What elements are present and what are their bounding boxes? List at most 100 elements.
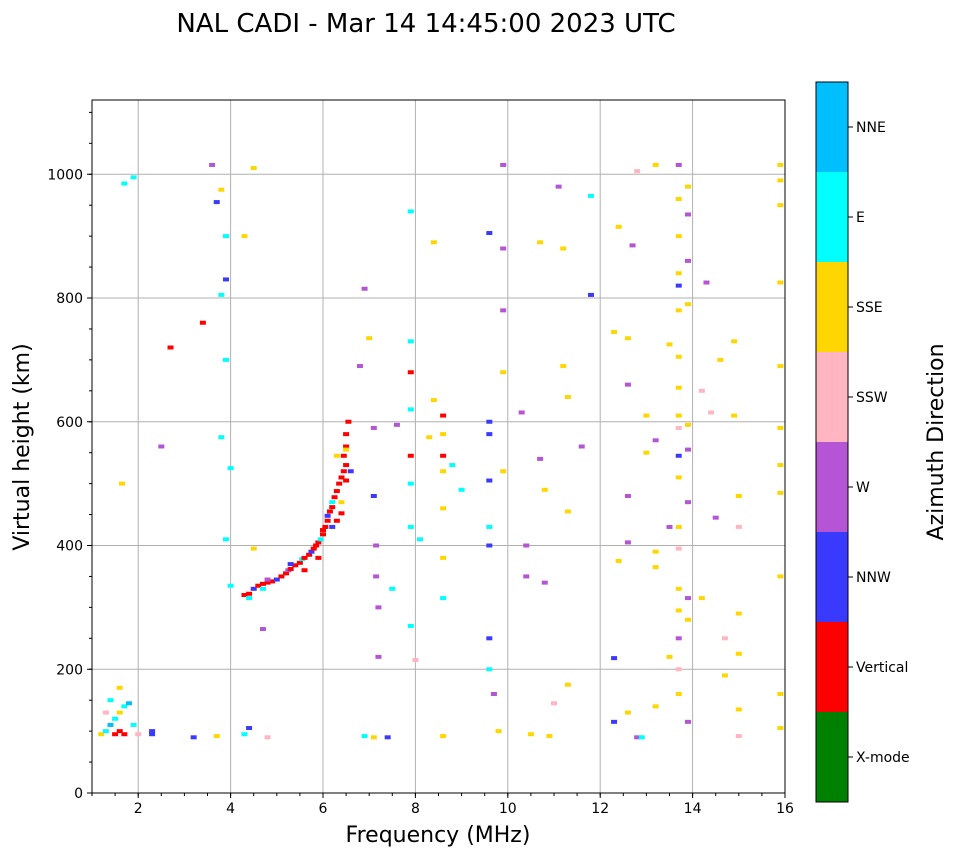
data-point-w <box>500 308 507 313</box>
data-point-nnw <box>486 419 493 424</box>
data-point-nne <box>125 701 132 706</box>
data-point-nnw <box>486 231 493 236</box>
data-point-vertical <box>340 469 347 474</box>
data-point-ssw <box>102 710 109 715</box>
data-point-e <box>407 339 414 344</box>
data-point-nnw <box>486 543 493 548</box>
data-point-ssw <box>135 732 142 737</box>
data-point-sse <box>611 330 618 335</box>
data-point-e <box>222 234 229 239</box>
data-point-nnw <box>287 562 294 567</box>
data-point-sse <box>333 453 340 458</box>
data-point-sse <box>675 197 682 201</box>
data-point-w <box>209 162 216 167</box>
data-point-sse <box>777 364 784 369</box>
data-point-vertical <box>336 481 343 486</box>
data-point-e <box>121 181 128 186</box>
data-point-w <box>523 574 530 579</box>
data-point-sse <box>624 336 631 341</box>
colorbar: X-mode Vertical NNW W SSW SSE E NNE <box>815 81 910 803</box>
data-point-nnw <box>250 586 257 591</box>
data-point-sse <box>430 240 437 245</box>
data-point-sse <box>652 549 659 554</box>
data-point-vertical <box>301 568 308 573</box>
x-tick-label: 14 <box>684 801 702 817</box>
colorbar-tick-label: W <box>856 480 870 496</box>
data-point-nnw <box>273 577 280 582</box>
data-point-vertical <box>440 453 447 458</box>
data-point-vertical <box>324 518 331 523</box>
data-point-e <box>259 586 266 591</box>
data-point-nne <box>107 722 114 727</box>
data-point-nnw <box>347 469 354 474</box>
data-point-sse <box>564 395 571 399</box>
data-point-e <box>449 463 456 468</box>
data-point-vertical <box>292 563 299 568</box>
data-point-sse <box>731 413 738 418</box>
data-point-sse <box>698 596 705 601</box>
data-point-e <box>107 698 114 703</box>
x-tick-label: 6 <box>319 801 328 817</box>
data-point-e <box>121 704 128 709</box>
data-point-sse <box>666 342 673 347</box>
data-point-vertical <box>241 593 248 597</box>
data-point-w <box>259 627 266 632</box>
data-point-e <box>587 193 594 198</box>
data-point-vertical <box>301 555 308 560</box>
data-point-w <box>361 286 368 291</box>
data-point-vertical <box>333 518 340 523</box>
colorbar-frame <box>815 81 849 803</box>
data-point-sse <box>675 413 682 418</box>
data-point-sse <box>731 339 738 344</box>
data-point-sse <box>500 469 507 474</box>
data-point-sse <box>527 732 534 737</box>
data-point-w <box>684 447 691 452</box>
data-point-w <box>624 382 631 387</box>
data-point-e <box>130 722 137 727</box>
data-point-sse <box>615 224 622 229</box>
data-point-vertical <box>407 453 414 458</box>
data-point-nnw <box>486 432 493 437</box>
data-point-sse <box>675 308 682 313</box>
data-point-w <box>684 212 691 217</box>
data-point-sse <box>684 184 691 189</box>
data-point-e <box>407 623 414 628</box>
data-point-ssw <box>412 657 419 662</box>
data-point-e <box>222 537 229 542</box>
colorbar-segment <box>816 442 848 532</box>
data-point-vertical <box>310 546 317 551</box>
data-point-e <box>227 583 234 588</box>
data-point-w <box>703 280 710 285</box>
data-point-vertical <box>343 432 350 437</box>
data-point-e <box>440 596 447 601</box>
x-tick-label: 2 <box>134 801 143 817</box>
data-point-w <box>490 692 497 696</box>
data-point-w <box>634 735 641 740</box>
data-point-sse <box>440 506 447 511</box>
data-point-vertical <box>338 511 345 516</box>
x-tick-label: 16 <box>776 801 794 817</box>
data-point-sse <box>717 357 724 362</box>
data-point-sse <box>675 475 682 480</box>
data-point-sse <box>643 413 650 418</box>
data-point-e <box>130 175 137 180</box>
data-point-nnw <box>329 524 336 529</box>
data-point-nnw <box>611 656 618 661</box>
data-point-sse <box>338 500 345 505</box>
x-axis-ticks: 2 4 6 8 10 12 14 16 <box>91 793 794 817</box>
data-point-w <box>264 577 271 582</box>
data-point-sse <box>777 162 784 167</box>
data-point-ssw <box>551 701 557 706</box>
data-point-w <box>578 444 585 449</box>
data-point-sse <box>666 654 673 659</box>
data-point-nnw <box>324 513 331 518</box>
data-point-w <box>375 654 382 659</box>
data-point-sse <box>560 364 567 369</box>
data-point-ssw <box>675 667 682 672</box>
data-point-sse <box>777 178 784 183</box>
colorbar-segment <box>816 172 848 262</box>
data-point-sse <box>98 732 105 737</box>
data-point-vertical <box>320 528 326 533</box>
data-point-vertical <box>333 489 340 494</box>
